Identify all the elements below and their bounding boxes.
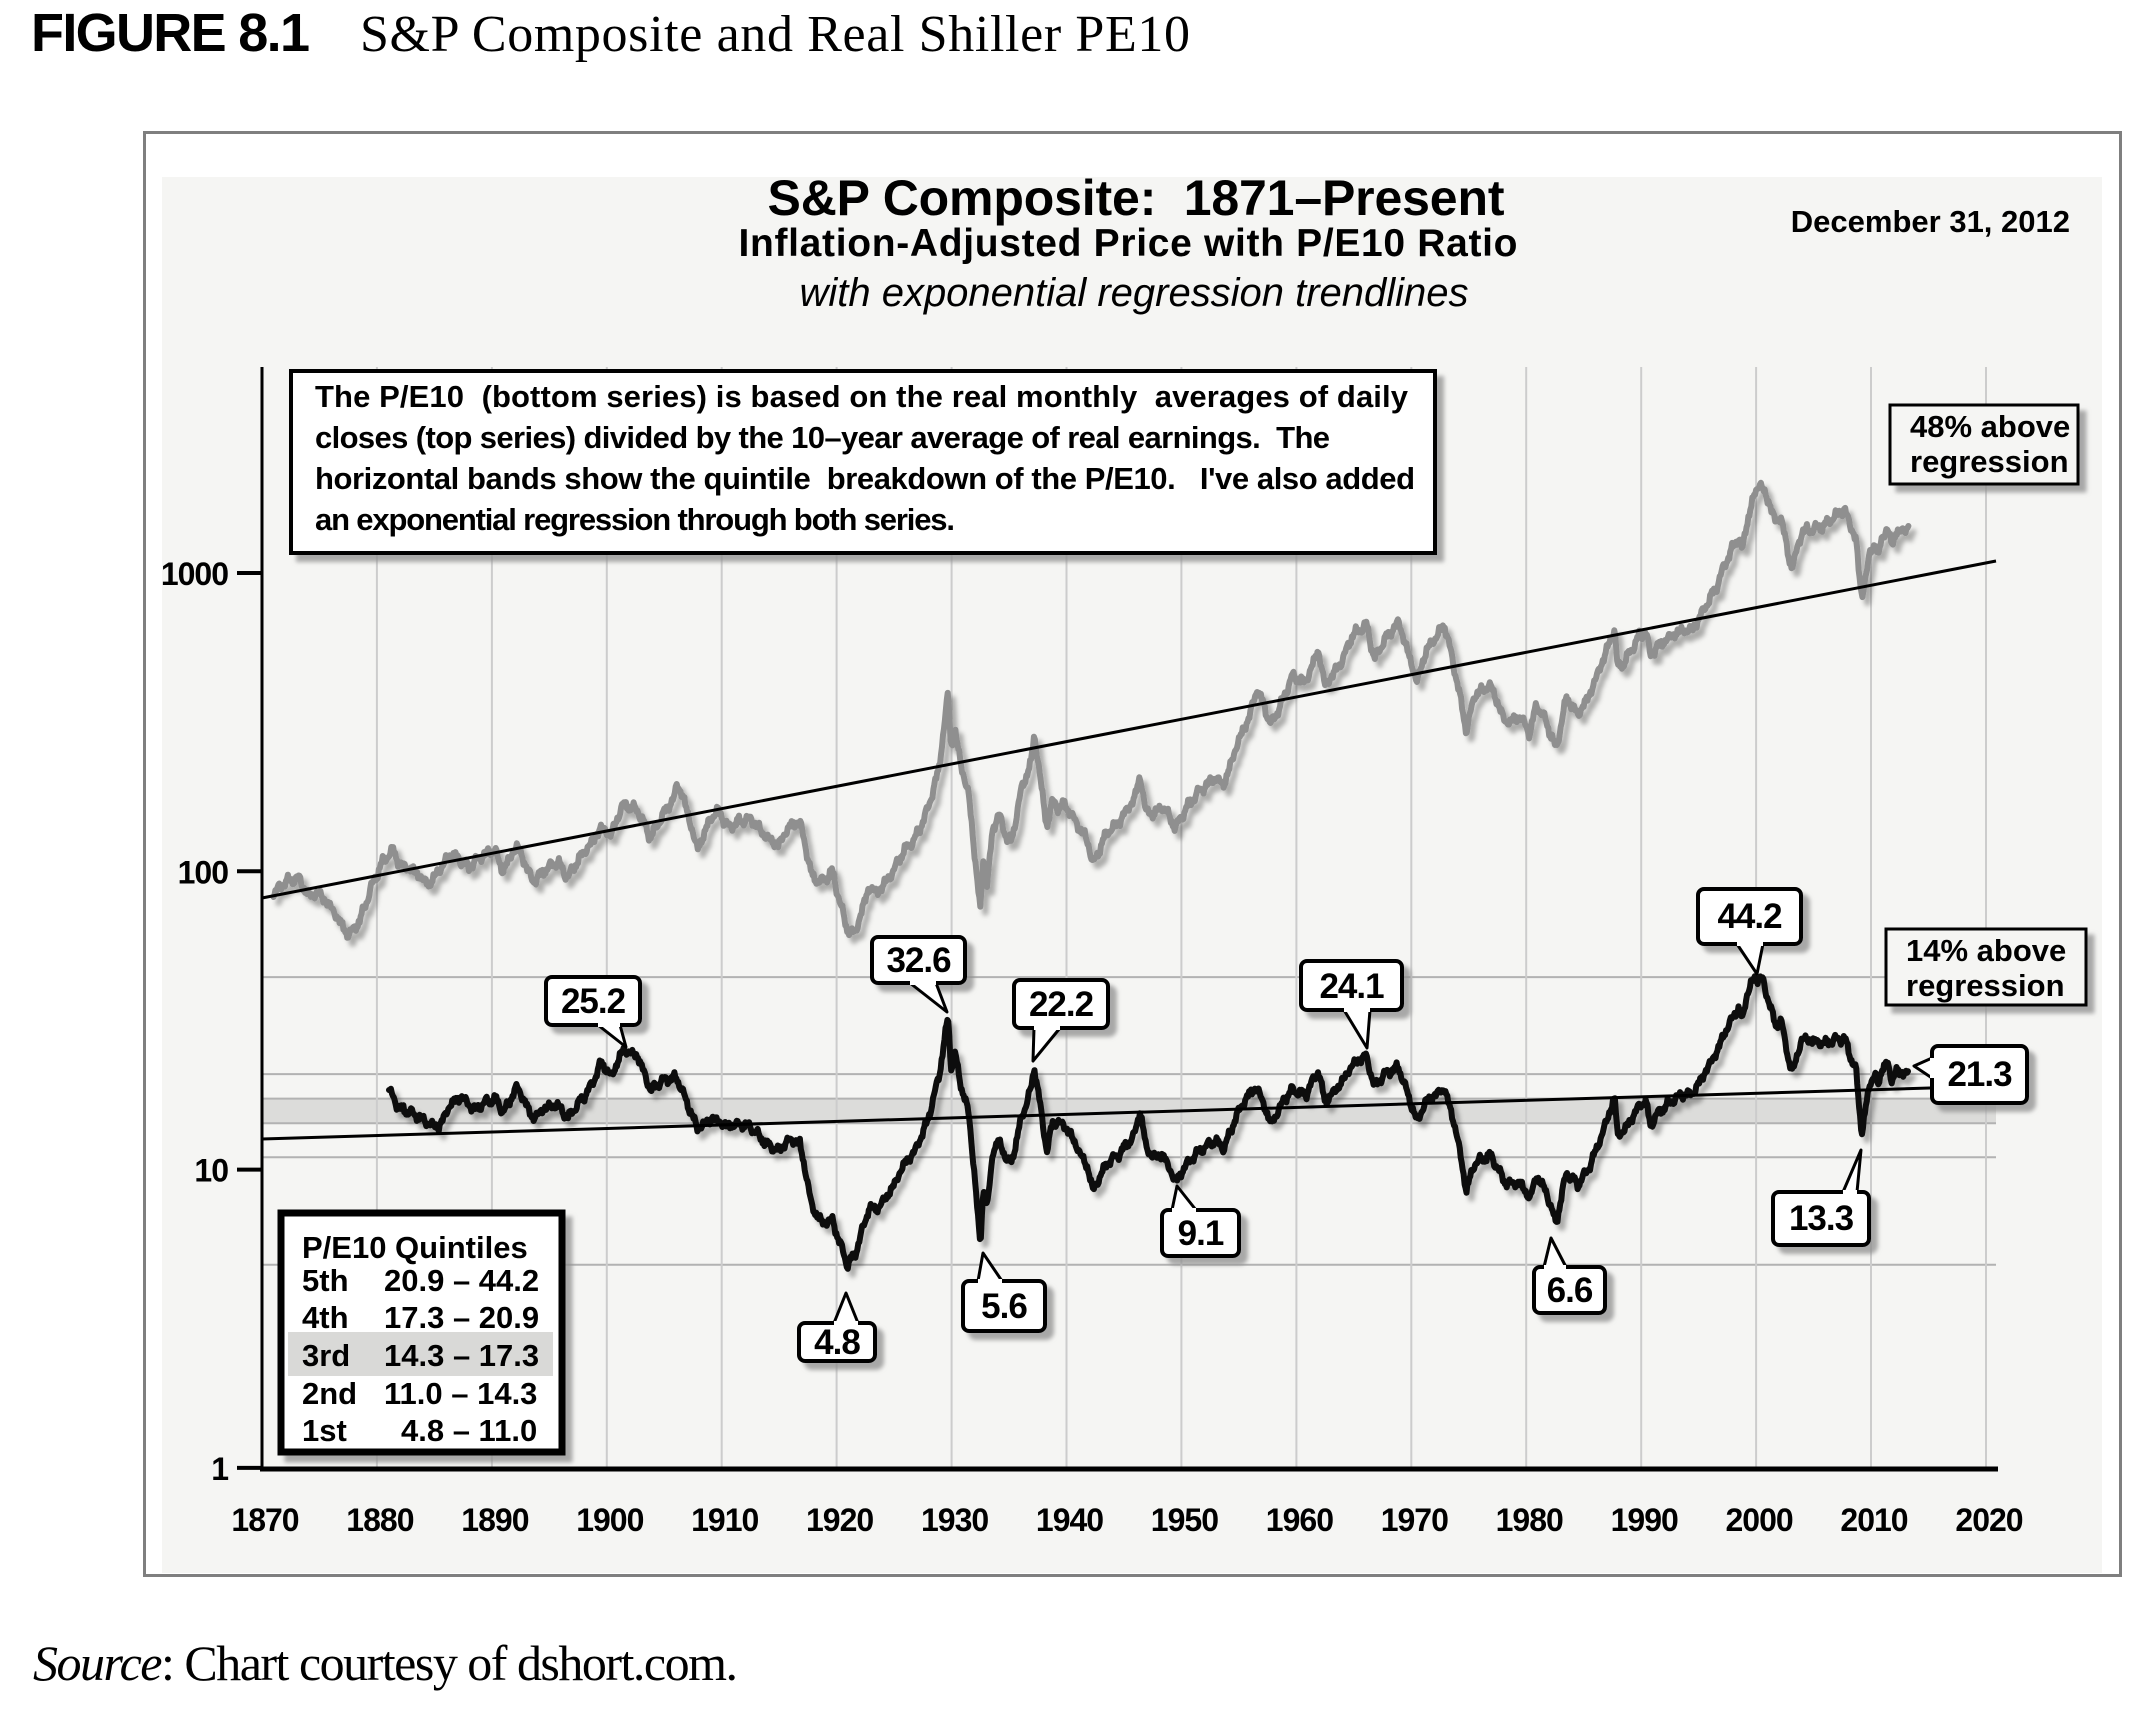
svg-text:2nd: 2nd — [302, 1376, 357, 1411]
svg-text:regression: regression — [1910, 444, 2069, 479]
svg-text:horizontal bands show the quin: horizontal bands show the quintile break… — [315, 461, 1415, 496]
svg-text:10: 10 — [194, 1153, 228, 1189]
svg-text:21.3: 21.3 — [1947, 1055, 2012, 1094]
svg-text:regression: regression — [1906, 968, 2065, 1003]
svg-text:24.1: 24.1 — [1319, 967, 1384, 1006]
svg-text:1950: 1950 — [1151, 1502, 1218, 1538]
svg-text:1980: 1980 — [1496, 1502, 1563, 1538]
svg-text:13.3: 13.3 — [1789, 1199, 1854, 1238]
svg-text:9.1: 9.1 — [1178, 1214, 1224, 1253]
svg-text:1960: 1960 — [1266, 1502, 1333, 1538]
svg-text:2000: 2000 — [1726, 1502, 1793, 1538]
svg-text:1: 1 — [211, 1451, 228, 1487]
svg-text:an exponential regression thro: an exponential regression through both s… — [315, 502, 955, 537]
svg-text:14.3 – 17.3: 14.3 – 17.3 — [384, 1338, 539, 1373]
svg-text:5.6: 5.6 — [981, 1287, 1027, 1326]
svg-text:6.6: 6.6 — [1547, 1271, 1593, 1310]
svg-text:1940: 1940 — [1036, 1502, 1103, 1538]
svg-text:11.0 – 14.3: 11.0 – 14.3 — [384, 1376, 537, 1411]
svg-text:S&P Composite: 1871–Present: S&P Composite: 1871–Present — [768, 170, 1505, 226]
svg-text:4.8 – 11.0: 4.8 – 11.0 — [401, 1413, 537, 1448]
svg-text:2010: 2010 — [1840, 1502, 1907, 1538]
svg-text:17.3 – 20.9: 17.3 – 20.9 — [384, 1300, 539, 1335]
svg-text:1920: 1920 — [806, 1502, 873, 1538]
svg-text:44.2: 44.2 — [1717, 897, 1782, 936]
svg-text:3rd: 3rd — [302, 1338, 350, 1373]
svg-text:P/E10 Quintiles: P/E10 Quintiles — [302, 1230, 528, 1265]
svg-text:1970: 1970 — [1381, 1502, 1448, 1538]
svg-text:1000: 1000 — [161, 556, 228, 592]
svg-text:closes (top series) divided by: closes (top series) divided by the 10–ye… — [315, 420, 1330, 455]
svg-text:2020: 2020 — [1955, 1502, 2022, 1538]
svg-text:1890: 1890 — [461, 1502, 528, 1538]
svg-text:100: 100 — [178, 854, 229, 890]
svg-text:14% above: 14% above — [1906, 933, 2066, 968]
svg-text:1870: 1870 — [231, 1502, 298, 1538]
svg-text:48% above: 48% above — [1910, 409, 2070, 444]
svg-text:1990: 1990 — [1611, 1502, 1678, 1538]
svg-text:with exponential regression tr: with exponential regression trendlines — [800, 271, 1469, 315]
svg-text:The P/E10 (bottom series) is: The P/E10 (bottom series) is based on th… — [315, 379, 1409, 414]
svg-text:Source: Chart courtesy of dsho: Source: Chart courtesy of dshort.com. — [33, 1635, 738, 1691]
svg-text:4.8: 4.8 — [814, 1323, 860, 1362]
svg-text:S&P Composite and Real Shiller: S&P Composite and Real Shiller PE10 — [360, 6, 1190, 63]
svg-text:25.2: 25.2 — [561, 982, 626, 1021]
svg-text:4th: 4th — [302, 1300, 349, 1335]
svg-text:1880: 1880 — [346, 1502, 413, 1538]
svg-text:FIGURE 8.1: FIGURE 8.1 — [31, 3, 310, 63]
svg-text:December 31, 2012: December 31, 2012 — [1791, 204, 2070, 239]
svg-text:5th: 5th — [302, 1263, 349, 1298]
svg-text:Inflation-Adjusted Price with: Inflation-Adjusted Price with P/E10 Rati… — [739, 222, 1518, 265]
svg-text:32.6: 32.6 — [886, 941, 951, 980]
svg-text:1930: 1930 — [921, 1502, 988, 1538]
svg-text:1910: 1910 — [691, 1502, 758, 1538]
svg-text:20.9 – 44.2: 20.9 – 44.2 — [384, 1263, 539, 1298]
svg-text:1st: 1st — [302, 1413, 347, 1448]
svg-text:1900: 1900 — [576, 1502, 643, 1538]
svg-text:22.2: 22.2 — [1029, 985, 1094, 1024]
